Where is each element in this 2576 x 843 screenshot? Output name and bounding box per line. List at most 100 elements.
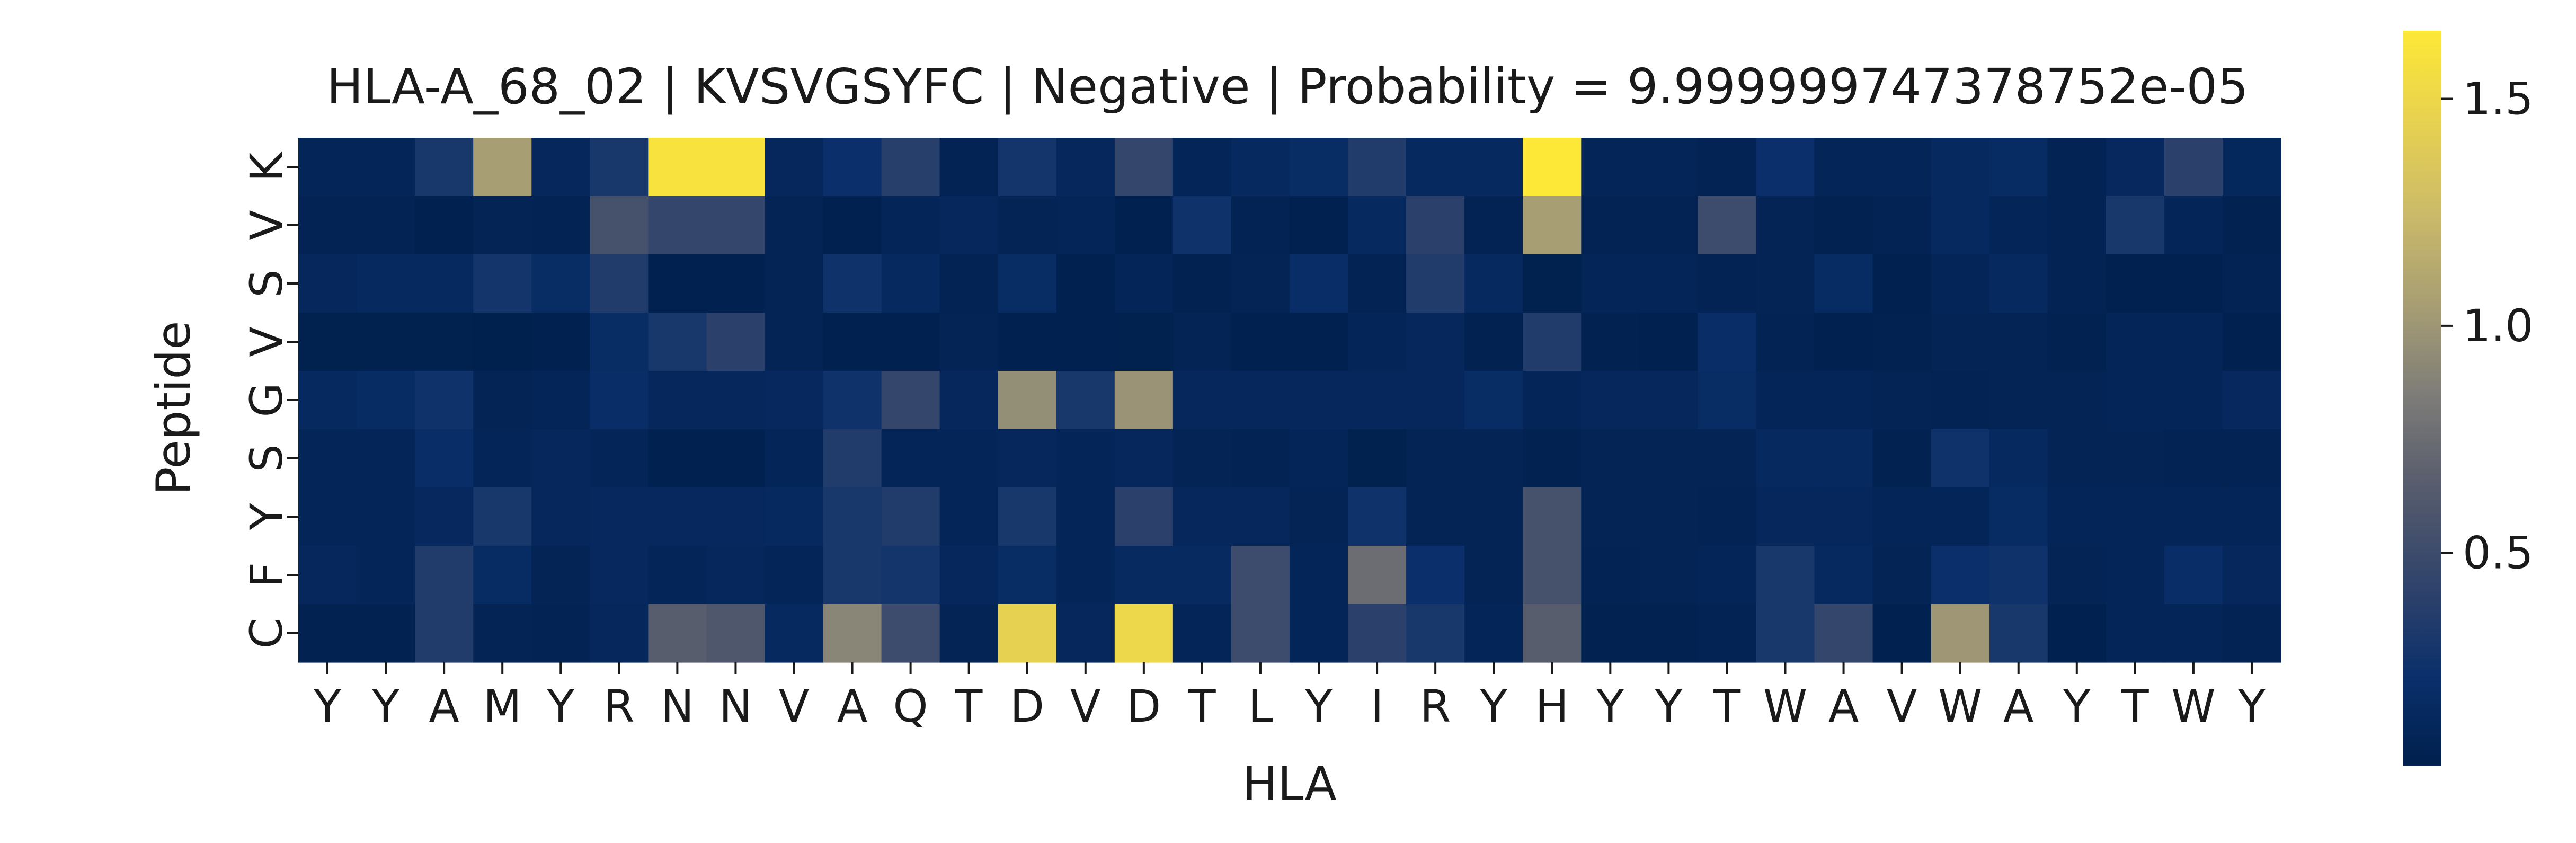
heatmap-cell <box>1814 313 1873 371</box>
heatmap-cell <box>1989 313 2048 371</box>
heatmap-cell <box>939 429 999 488</box>
heatmap-cell <box>1523 254 1582 313</box>
heatmap-cell <box>1348 429 1407 488</box>
heatmap-cell <box>1406 138 1465 197</box>
heatmap-cell <box>1406 487 1465 546</box>
heatmap-cell <box>765 313 824 371</box>
x-tick-label: A <box>2003 680 2033 732</box>
heatmap-cell <box>2164 429 2223 488</box>
heatmap-cell <box>1814 196 1873 255</box>
heatmap-cell <box>1639 429 1699 488</box>
heatmap-cell <box>2106 429 2165 488</box>
x-tick-label: T <box>1188 680 1216 732</box>
heatmap-cell <box>1698 138 1757 197</box>
y-tick-label: S <box>241 444 292 472</box>
heatmap-cell <box>1523 138 1582 197</box>
heatmap-cell <box>881 138 940 197</box>
heatmap-cell <box>881 371 940 430</box>
heatmap-cell <box>1639 254 1699 313</box>
heatmap-cell <box>357 196 415 255</box>
heatmap-cell <box>1872 313 1932 371</box>
heatmap-cell <box>648 487 707 546</box>
heatmap-cell <box>1989 196 2048 255</box>
heatmap-cell <box>1406 196 1465 255</box>
heatmap-cell <box>823 196 882 255</box>
heatmap-cell <box>1348 138 1407 197</box>
heatmap-cell <box>531 604 590 663</box>
heatmap-cell <box>357 254 415 313</box>
heatmap-cell <box>1872 196 1932 255</box>
heatmap-cell <box>415 254 474 313</box>
heatmap-cell <box>1756 138 1815 197</box>
heatmap-cell <box>2106 604 2165 663</box>
heatmap-cell <box>1172 429 1232 488</box>
heatmap-cell <box>998 196 1057 255</box>
heatmap-cell <box>1931 313 1990 371</box>
colorbar-tick-label: 0.5 <box>2463 527 2534 579</box>
heatmap-cell <box>1698 429 1757 488</box>
heatmap-cell <box>590 254 649 313</box>
heatmap-cell <box>1931 429 1990 488</box>
heatmap-cell <box>1989 429 2048 488</box>
heatmap-cell <box>1406 313 1465 371</box>
x-tick-label: Y <box>1655 680 1683 732</box>
heatmap-cell <box>1931 487 1990 546</box>
heatmap-cell <box>1756 429 1815 488</box>
heatmap-cell <box>1931 604 1990 663</box>
heatmap-cell <box>1756 487 1815 546</box>
heatmap-cell <box>1114 138 1174 197</box>
x-tick-label: I <box>1371 680 1384 732</box>
heatmap-cells <box>298 138 2281 663</box>
heatmap-cell <box>1989 604 2048 663</box>
x-tick-label: A <box>429 680 459 732</box>
x-tick-label: W <box>2171 680 2215 732</box>
heatmap-cell <box>1639 371 1699 430</box>
heatmap-cell <box>2047 487 2107 546</box>
heatmap-cell <box>823 546 882 605</box>
x-tick-label: Y <box>2237 680 2266 732</box>
heatmap-cell <box>1989 546 2048 605</box>
heatmap-cell <box>1581 254 1640 313</box>
heatmap-cell <box>357 604 415 663</box>
heatmap-cell <box>1872 604 1932 663</box>
heatmap-cell <box>1172 604 1232 663</box>
heatmap-cell <box>998 138 1057 197</box>
heatmap-cell <box>1814 371 1873 430</box>
heatmap-cell <box>2106 371 2165 430</box>
heatmap-cell <box>939 546 999 605</box>
heatmap-cell <box>2047 371 2107 430</box>
heatmap-cell <box>939 371 999 430</box>
heatmap-cell <box>1523 487 1582 546</box>
y-tick-label: Y <box>241 503 292 531</box>
heatmap-cell <box>648 138 707 197</box>
x-tick-label: T <box>1713 680 1741 732</box>
heatmap-cell <box>1464 196 1523 255</box>
heatmap-cell <box>1814 487 1873 546</box>
heatmap-cell <box>1056 313 1115 371</box>
heatmap-cell <box>1348 546 1407 605</box>
heatmap-cell <box>415 196 474 255</box>
heatmap-cell <box>2106 196 2165 255</box>
heatmap-cell <box>1114 429 1174 488</box>
heatmap-cell <box>590 196 649 255</box>
colorbar-ticks: 0.5 1.0 1.5 <box>2441 73 2534 579</box>
heatmap-cell <box>1056 429 1115 488</box>
heatmap-cell <box>1464 254 1523 313</box>
x-tick-label: W <box>1938 680 1982 732</box>
heatmap-cell <box>1989 371 2048 430</box>
heatmap-cell <box>648 371 707 430</box>
heatmap-cell <box>2106 487 2165 546</box>
heatmap-cell <box>1931 138 1990 197</box>
heatmap-cell <box>881 254 940 313</box>
heatmap-cell <box>939 604 999 663</box>
x-tick-label: V <box>1070 680 1100 732</box>
heatmap-cell <box>1464 604 1523 663</box>
heatmap-cell <box>1406 254 1465 313</box>
heatmap-cell <box>1931 371 1990 430</box>
heatmap-cell <box>2047 546 2107 605</box>
heatmap-cell <box>1114 604 1174 663</box>
y-tick-label: F <box>241 562 292 588</box>
y-tick-label: G <box>241 383 292 417</box>
heatmap-cell <box>1756 196 1815 255</box>
